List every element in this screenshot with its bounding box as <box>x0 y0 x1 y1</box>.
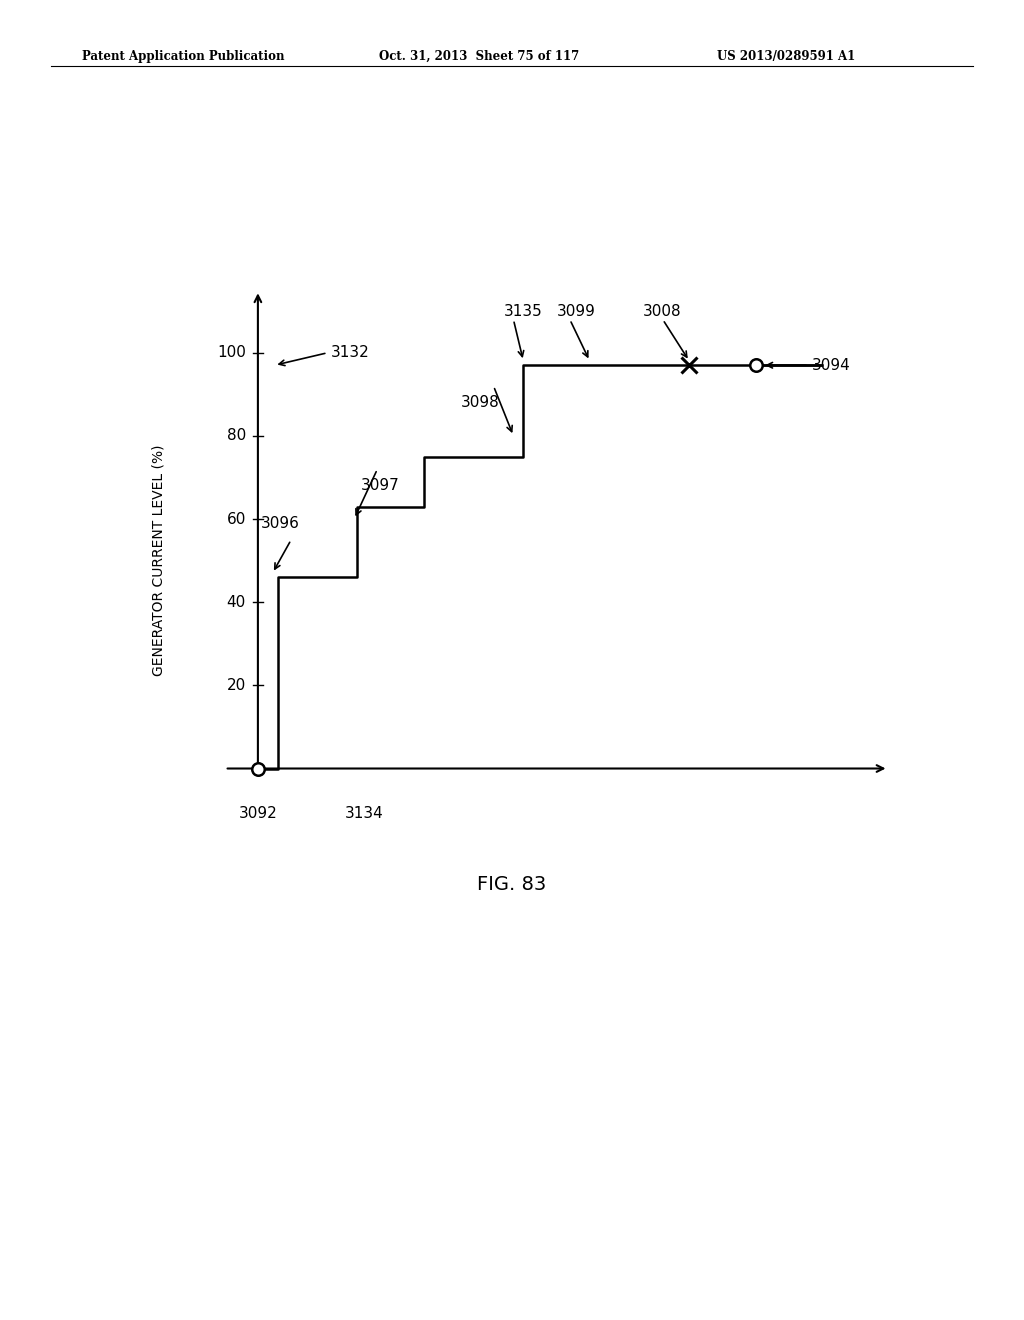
Text: FIG. 83: FIG. 83 <box>477 875 547 894</box>
Text: 3099: 3099 <box>557 304 595 318</box>
Text: 3097: 3097 <box>360 478 399 494</box>
Text: 3134: 3134 <box>345 807 383 821</box>
Text: 3008: 3008 <box>643 304 681 318</box>
Text: 20: 20 <box>226 678 246 693</box>
Text: 3096: 3096 <box>261 516 300 531</box>
Text: 3132: 3132 <box>331 346 370 360</box>
Text: Oct. 31, 2013  Sheet 75 of 117: Oct. 31, 2013 Sheet 75 of 117 <box>379 50 580 63</box>
Text: 60: 60 <box>226 512 246 527</box>
Text: 80: 80 <box>226 429 246 444</box>
Text: 3098: 3098 <box>461 395 499 411</box>
Text: GENERATOR CURRENT LEVEL (%): GENERATOR CURRENT LEVEL (%) <box>152 445 165 676</box>
Text: 3092: 3092 <box>239 807 278 821</box>
Text: 3094: 3094 <box>812 358 851 372</box>
Text: 100: 100 <box>217 346 246 360</box>
Text: Patent Application Publication: Patent Application Publication <box>82 50 285 63</box>
Text: 40: 40 <box>226 595 246 610</box>
Text: US 2013/0289591 A1: US 2013/0289591 A1 <box>717 50 855 63</box>
Text: 3135: 3135 <box>504 304 543 318</box>
